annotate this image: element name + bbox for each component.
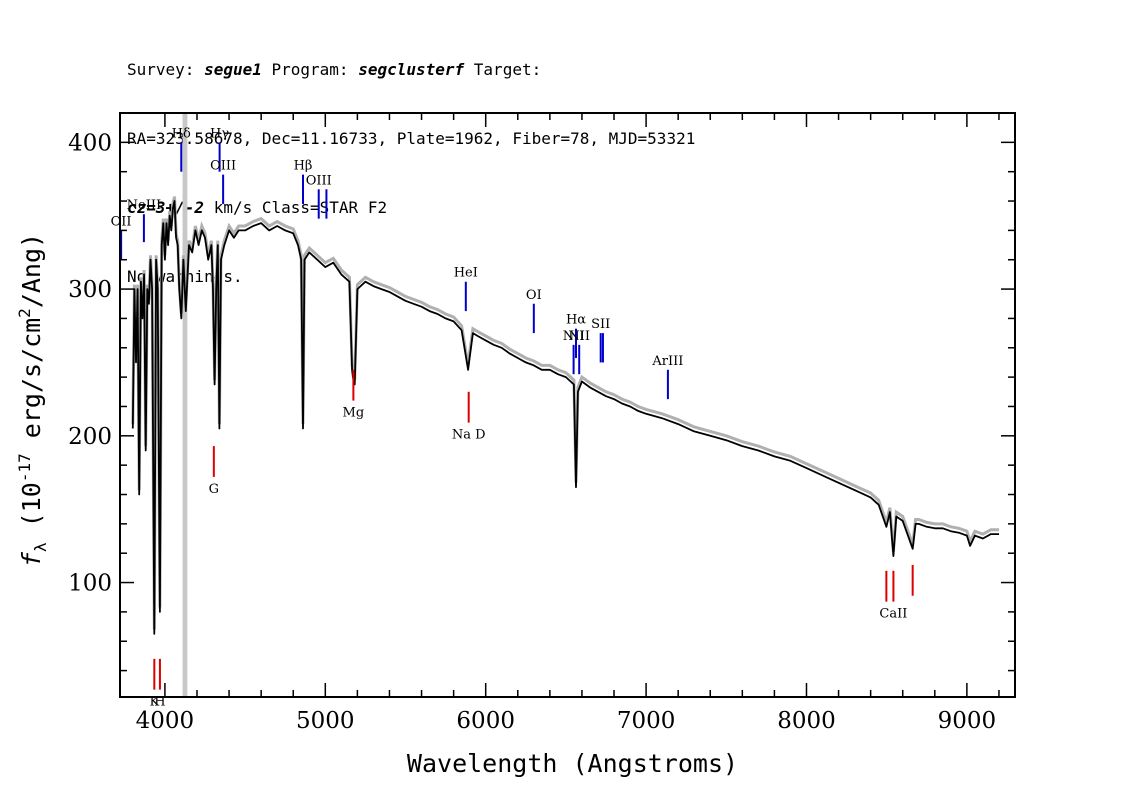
x-axis-title: Wavelength (Angstroms) <box>407 749 738 778</box>
survey-label: Survey: <box>127 60 205 79</box>
x-tick-label: 5000 <box>296 708 355 734</box>
masked-region <box>182 113 188 697</box>
emission-line-label: HeI <box>454 266 478 281</box>
x-tick-label: 9000 <box>938 708 997 734</box>
x-tick-label: 4000 <box>136 708 195 734</box>
emission-line-label: NeIII <box>127 198 161 213</box>
program-label: Program: <box>261 60 359 79</box>
y-tick-label: 400 <box>68 130 112 156</box>
x-tick-label: 8000 <box>777 708 836 734</box>
header-line-survey: Survey: segue1 Program: segclusterf Targ… <box>127 58 1027 81</box>
spectrum-series <box>131 200 999 635</box>
emission-line-label: Hβ <box>294 159 313 174</box>
x-tick-label: 6000 <box>456 708 515 734</box>
x-tick-label: 7000 <box>617 708 676 734</box>
absorption-line-label: Na D <box>452 428 486 443</box>
emission-line-label: NII <box>563 329 585 344</box>
emission-line-label: Hα <box>566 313 586 328</box>
absorption-line-label: Mg <box>343 406 365 421</box>
y-axis-title: fλ (10-17 erg/s/cm2/Ang) <box>15 233 50 567</box>
absorption-line-label: CaII <box>879 607 907 622</box>
emission-line-label: Hγ <box>210 126 229 141</box>
emission-line-label: OII <box>111 214 132 229</box>
survey-value: segue1 <box>204 60 262 79</box>
emission-line-label: SII <box>591 317 610 332</box>
y-tick-label: 200 <box>68 424 112 450</box>
absorption-line-label: K <box>149 695 159 710</box>
target-label: Target: <box>464 60 542 79</box>
plot-frame <box>119 112 1016 698</box>
emission-line-label: Hδ <box>172 126 191 141</box>
emission-line-label: OIII <box>306 173 332 188</box>
program-value: segclusterf <box>358 60 465 79</box>
emission-line-label: ArIII <box>651 354 683 369</box>
absorption-line-label: G <box>209 482 219 497</box>
emission-line-label: OI <box>526 288 542 303</box>
emission-line-label: NII <box>568 329 590 344</box>
y-tick-label: 100 <box>68 571 112 597</box>
y-tick-label: 300 <box>68 277 112 303</box>
spectrum-error-band <box>131 196 999 630</box>
emission-line-label: OIII <box>210 159 236 174</box>
header-line-coords: RA=323.58678, Dec=11.16733, Plate=1962, … <box>127 129 696 148</box>
absorption-line-label: H <box>154 695 165 710</box>
